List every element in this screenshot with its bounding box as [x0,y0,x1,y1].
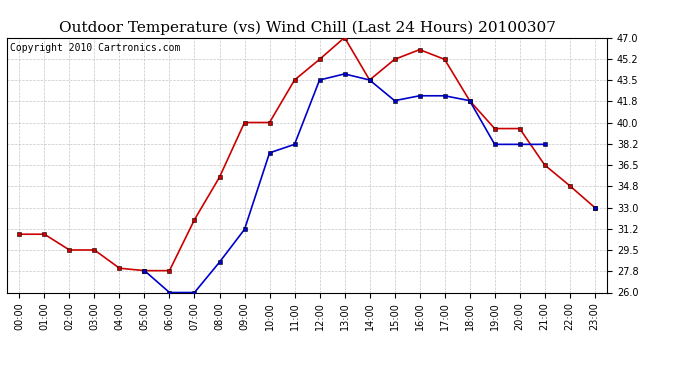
Title: Outdoor Temperature (vs) Wind Chill (Last 24 Hours) 20100307: Outdoor Temperature (vs) Wind Chill (Las… [59,21,555,35]
Text: Copyright 2010 Cartronics.com: Copyright 2010 Cartronics.com [10,43,180,52]
